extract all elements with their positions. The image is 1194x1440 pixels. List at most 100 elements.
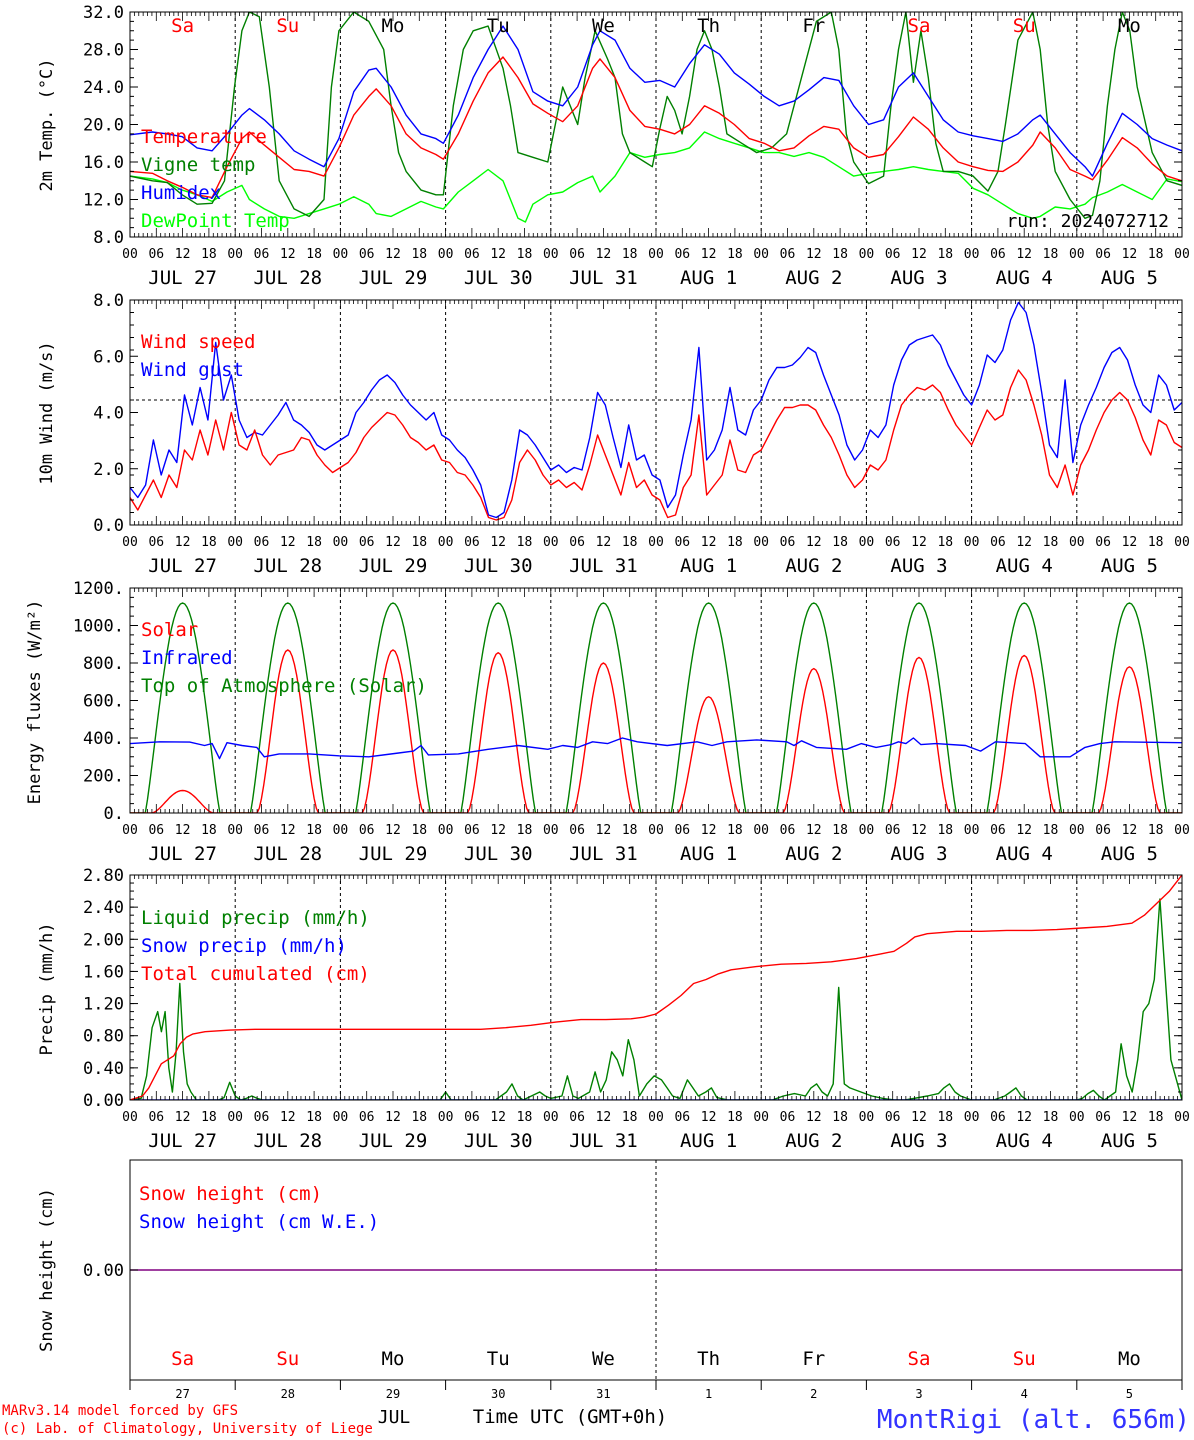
hour-tick-label: 18 — [832, 823, 848, 838]
hour-tick-label: 12 — [175, 823, 191, 838]
hour-tick-label: 00 — [227, 247, 243, 262]
hour-tick-label: 18 — [1043, 535, 1059, 550]
day-label: AUG 1 — [680, 1130, 737, 1152]
series-temperature — [130, 56, 1182, 199]
hour-tick-label: 00 — [753, 535, 769, 550]
hour-tick-label: 00 — [333, 247, 349, 262]
hour-tick-label: 18 — [832, 247, 848, 262]
day-label: AUG 2 — [785, 1130, 842, 1152]
hour-tick-label: 06 — [674, 1110, 690, 1125]
hour-tick-label: 06 — [464, 823, 480, 838]
hour-tick-label: 12 — [806, 1110, 822, 1125]
hour-tick-label: 00 — [964, 247, 980, 262]
hour-tick-label: 00 — [753, 823, 769, 838]
day-number-label: 4 — [1021, 1387, 1028, 1401]
y-tick-label: 600. — [83, 692, 124, 712]
hour-tick-label: 18 — [517, 823, 533, 838]
y-tick-label: 0. — [104, 804, 124, 824]
hour-tick-label: 12 — [911, 247, 927, 262]
hour-tick-label: 00 — [964, 823, 980, 838]
hour-tick-label: 06 — [569, 535, 585, 550]
hour-tick-label: 06 — [148, 247, 164, 262]
hour-tick-label: 18 — [517, 535, 533, 550]
hour-tick-label: 12 — [806, 823, 822, 838]
hour-tick-label: 06 — [464, 1110, 480, 1125]
series-liquid-precip-mm-h- — [130, 898, 1182, 1100]
hour-tick-label: 06 — [359, 1110, 375, 1125]
day-label: JUL 28 — [253, 843, 322, 865]
hour-tick-label: 12 — [806, 247, 822, 262]
hour-tick-label: 06 — [464, 247, 480, 262]
hour-tick-label: 12 — [701, 1110, 717, 1125]
hour-tick-label: 00 — [543, 247, 559, 262]
series-humidex — [130, 25, 1182, 177]
series-solar — [130, 649, 1182, 813]
day-label: JUL 29 — [359, 555, 428, 577]
hour-tick-label: 12 — [1122, 535, 1138, 550]
hour-tick-label: 06 — [990, 535, 1006, 550]
hour-tick-label: 06 — [674, 823, 690, 838]
hour-tick-label: 18 — [201, 535, 217, 550]
hour-tick-label: 18 — [937, 823, 953, 838]
hour-tick-label: 06 — [885, 247, 901, 262]
hour-tick-label: 00 — [1174, 1110, 1190, 1125]
y-tick-label: 12.0 — [83, 191, 124, 211]
credit-lab: (c) Lab. of Climatology, University of L… — [2, 1421, 373, 1437]
day-label: AUG 5 — [1101, 555, 1158, 577]
hour-tick-label: 12 — [1122, 1110, 1138, 1125]
energy-panel: 0. 200. 400. 600. 800. 1000. 1200. 00 06 12 18 00 06… — [25, 579, 1190, 865]
y-tick-label: 4.0 — [93, 404, 124, 424]
credit-model: MARv3.14 model forced by GFS — [2, 1403, 238, 1419]
hour-tick-label: 00 — [438, 247, 454, 262]
hour-tick-label: 00 — [1069, 823, 1085, 838]
hour-tick-label: 00 — [1174, 247, 1190, 262]
hour-tick-label: 12 — [280, 823, 296, 838]
hour-tick-label: 18 — [411, 535, 427, 550]
weekday-label: Su — [1013, 1348, 1036, 1370]
day-label: JUL 31 — [569, 843, 638, 865]
run-label: run: 2024072712 — [1006, 211, 1169, 232]
day-label: AUG 5 — [1101, 843, 1158, 865]
hour-tick-label: 18 — [201, 1110, 217, 1125]
hour-tick-label: 18 — [1148, 535, 1164, 550]
y-tick-label: 2.80 — [83, 866, 124, 886]
day-label: JUL 28 — [253, 1130, 322, 1152]
day-label: JUL 29 — [359, 1130, 428, 1152]
day-label: AUG 2 — [785, 843, 842, 865]
legend-humidex: Humidex — [141, 182, 221, 204]
hour-tick-label: 12 — [596, 247, 612, 262]
y-tick-label: 0.80 — [83, 1027, 124, 1047]
hour-tick-label: 06 — [885, 823, 901, 838]
hour-tick-label: 00 — [122, 1110, 138, 1125]
day-label: JUL 27 — [148, 555, 217, 577]
legend-dewpoint: DewPoint Temp — [141, 210, 290, 232]
hour-tick-label: 06 — [1095, 823, 1111, 838]
hour-tick-label: 18 — [937, 1110, 953, 1125]
legend-snow-height: Snow height (cm) — [139, 1183, 322, 1205]
hour-tick-label: 18 — [411, 823, 427, 838]
hour-tick-label: 06 — [780, 823, 796, 838]
day-label: AUG 4 — [996, 267, 1053, 289]
hour-tick-label: 18 — [622, 823, 638, 838]
y-tick-label: 200. — [83, 767, 124, 787]
series-wind-speed — [130, 369, 1182, 521]
day-label: AUG 5 — [1101, 1130, 1158, 1152]
hour-tick-label: 12 — [385, 1110, 401, 1125]
day-label: JUL 29 — [359, 267, 428, 289]
precip-series-group — [130, 875, 1182, 1100]
legend-toa-solar: Top of Atmosphere (Solar) — [141, 675, 427, 697]
hour-tick-label: 12 — [911, 1110, 927, 1125]
day-label: AUG 3 — [890, 555, 947, 577]
hour-tick-label: 06 — [148, 1110, 164, 1125]
hour-tick-label: 00 — [227, 823, 243, 838]
weekday-label: Fr — [802, 1348, 825, 1370]
day-label: JUL 31 — [569, 267, 638, 289]
hour-tick-label: 06 — [780, 1110, 796, 1125]
hour-tick-label: 00 — [438, 1110, 454, 1125]
hour-tick-label: 00 — [648, 823, 664, 838]
hour-tick-label: 18 — [306, 823, 322, 838]
day-label: JUL 29 — [359, 843, 428, 865]
precip-ylabel: Precip (mm/h) — [37, 922, 57, 1055]
hour-tick-label: 18 — [1148, 1110, 1164, 1125]
weekday-label: Sa — [908, 15, 931, 37]
